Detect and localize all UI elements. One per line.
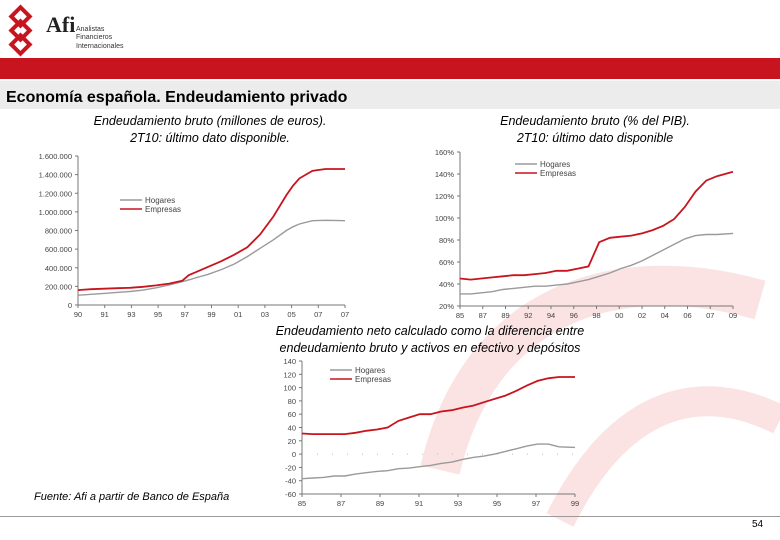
header-red-bar (0, 58, 780, 79)
x-tick-label: 07 (314, 310, 322, 319)
chart3-title-line2: endeudamiento bruto y activos en efectiv… (279, 341, 581, 355)
y-tick-label: 80 (288, 397, 296, 406)
footer-divider (0, 516, 780, 517)
chart1-title: Endeudamiento bruto (millones de euros).… (40, 113, 380, 147)
x-tick-label: 91 (101, 310, 109, 319)
x-tick-label: 85 (456, 311, 464, 320)
series-line-hogares (77, 219, 346, 296)
legend-label-empresas: Empresas (540, 169, 576, 178)
page-title: Economía española. Endeudamiento privado (6, 89, 348, 106)
y-tick-label: 400.000 (45, 264, 72, 273)
x-tick-label: 89 (376, 499, 384, 508)
title-band (0, 81, 780, 109)
x-tick-label: 98 (592, 311, 600, 320)
x-tick-label: 09 (729, 311, 737, 320)
x-tick-label: 93 (127, 310, 135, 319)
logo-subtitle-1: Analistas (76, 26, 105, 33)
y-tick-label: 200.000 (45, 282, 72, 291)
x-tick-label: 94 (547, 311, 555, 320)
y-tick-label: 40 (288, 424, 296, 433)
y-tick-label: 40% (439, 280, 454, 289)
logo-subtitle-2: Financieros (76, 34, 113, 41)
x-tick-label: 01 (234, 310, 242, 319)
x-tick-label: 00 (615, 311, 623, 320)
x-tick-label: 85 (298, 499, 306, 508)
x-tick-label: 06 (683, 311, 691, 320)
chart1-title-line2: 2T10: último dato disponible. (130, 131, 290, 145)
x-tick-label: 99 (571, 499, 579, 508)
x-tick-label: 96 (570, 311, 578, 320)
y-tick-label: 140% (435, 170, 455, 179)
x-tick-label: 99 (207, 310, 215, 319)
y-tick-label: 60% (439, 258, 454, 267)
y-tick-label: 100% (435, 214, 455, 223)
series-line-empresas (301, 376, 575, 436)
legend-label-hogares: Hogares (355, 366, 385, 375)
chart3-title: Endeudamiento neto calculado como la dif… (200, 323, 660, 357)
y-tick-label: 120% (435, 192, 455, 201)
y-tick-label: 20 (288, 437, 296, 446)
x-tick-label: 93 (454, 499, 462, 508)
page-number: 54 (752, 519, 764, 530)
legend-label-empresas: Empresas (355, 375, 391, 384)
x-tick-label: 97 (181, 310, 189, 319)
x-tick-label: 87 (337, 499, 345, 508)
y-tick-label: 600.000 (45, 245, 72, 254)
x-tick-label: 04 (661, 311, 669, 320)
x-tick-label: 87 (479, 311, 487, 320)
legend-label-empresas: Empresas (145, 205, 181, 214)
y-tick-label: 800.000 (45, 227, 72, 236)
y-tick-label: 1.000.000 (39, 208, 72, 217)
y-tick-label: 140 (283, 357, 296, 366)
x-tick-label: 02 (638, 311, 646, 320)
x-tick-label: 07 (706, 311, 714, 320)
x-tick-label: 92 (524, 311, 532, 320)
y-tick-label: 1.200.000 (39, 189, 72, 198)
y-tick-label: 0 (68, 301, 72, 310)
y-tick-label: 120 (283, 370, 296, 379)
y-tick-label: 80% (439, 236, 454, 245)
series-line-empresas (459, 170, 734, 281)
series-line-hogares (301, 443, 576, 480)
y-tick-label: 60 (288, 410, 296, 419)
y-tick-label: 1.600.000 (39, 152, 72, 161)
afi-logo-icon (8, 4, 33, 57)
series-line-hogares (460, 232, 734, 295)
x-tick-label: 05 (287, 310, 295, 319)
y-tick-label: 1.400.000 (39, 171, 72, 180)
series-line-empresas (77, 168, 345, 291)
y-tick-label: 100 (283, 384, 296, 393)
legend-label-hogares: Hogares (540, 160, 570, 169)
chart2-title-line1: Endeudamiento bruto (% del PIB). (500, 114, 690, 128)
logo-subtitle-3: Internacionales (76, 43, 124, 50)
x-tick-label: 90 (74, 310, 82, 319)
source-note: Fuente: Afi a partir de Banco de España (34, 491, 230, 503)
y-tick-label: -40 (285, 477, 296, 486)
y-tick-label: -20 (285, 463, 296, 472)
x-tick-label: 95 (154, 310, 162, 319)
y-tick-label: 20% (439, 302, 454, 311)
x-tick-label: 97 (532, 499, 540, 508)
x-tick-label: 07 (341, 310, 349, 319)
chart2-title: Endeudamiento bruto (% del PIB). 2T10: ú… (440, 113, 750, 147)
x-tick-label: 95 (493, 499, 501, 508)
chart3-title-line1: Endeudamiento neto calculado como la dif… (275, 324, 585, 338)
legend-label-hogares: Hogares (145, 196, 175, 205)
chart1-title-line1: Endeudamiento bruto (millones de euros). (93, 114, 327, 128)
y-tick-label: -60 (285, 490, 296, 499)
x-tick-label: 89 (501, 311, 509, 320)
chart2-title-line2: 2T10: último dato disponible (516, 131, 674, 145)
x-tick-label: 03 (261, 310, 269, 319)
logo-text: Afi (46, 12, 76, 37)
x-tick-label: 91 (415, 499, 423, 508)
y-tick-label: 160% (435, 148, 455, 157)
y-tick-label: 0 (292, 450, 296, 459)
